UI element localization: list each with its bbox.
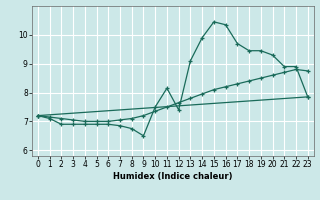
X-axis label: Humidex (Indice chaleur): Humidex (Indice chaleur) (113, 172, 233, 181)
